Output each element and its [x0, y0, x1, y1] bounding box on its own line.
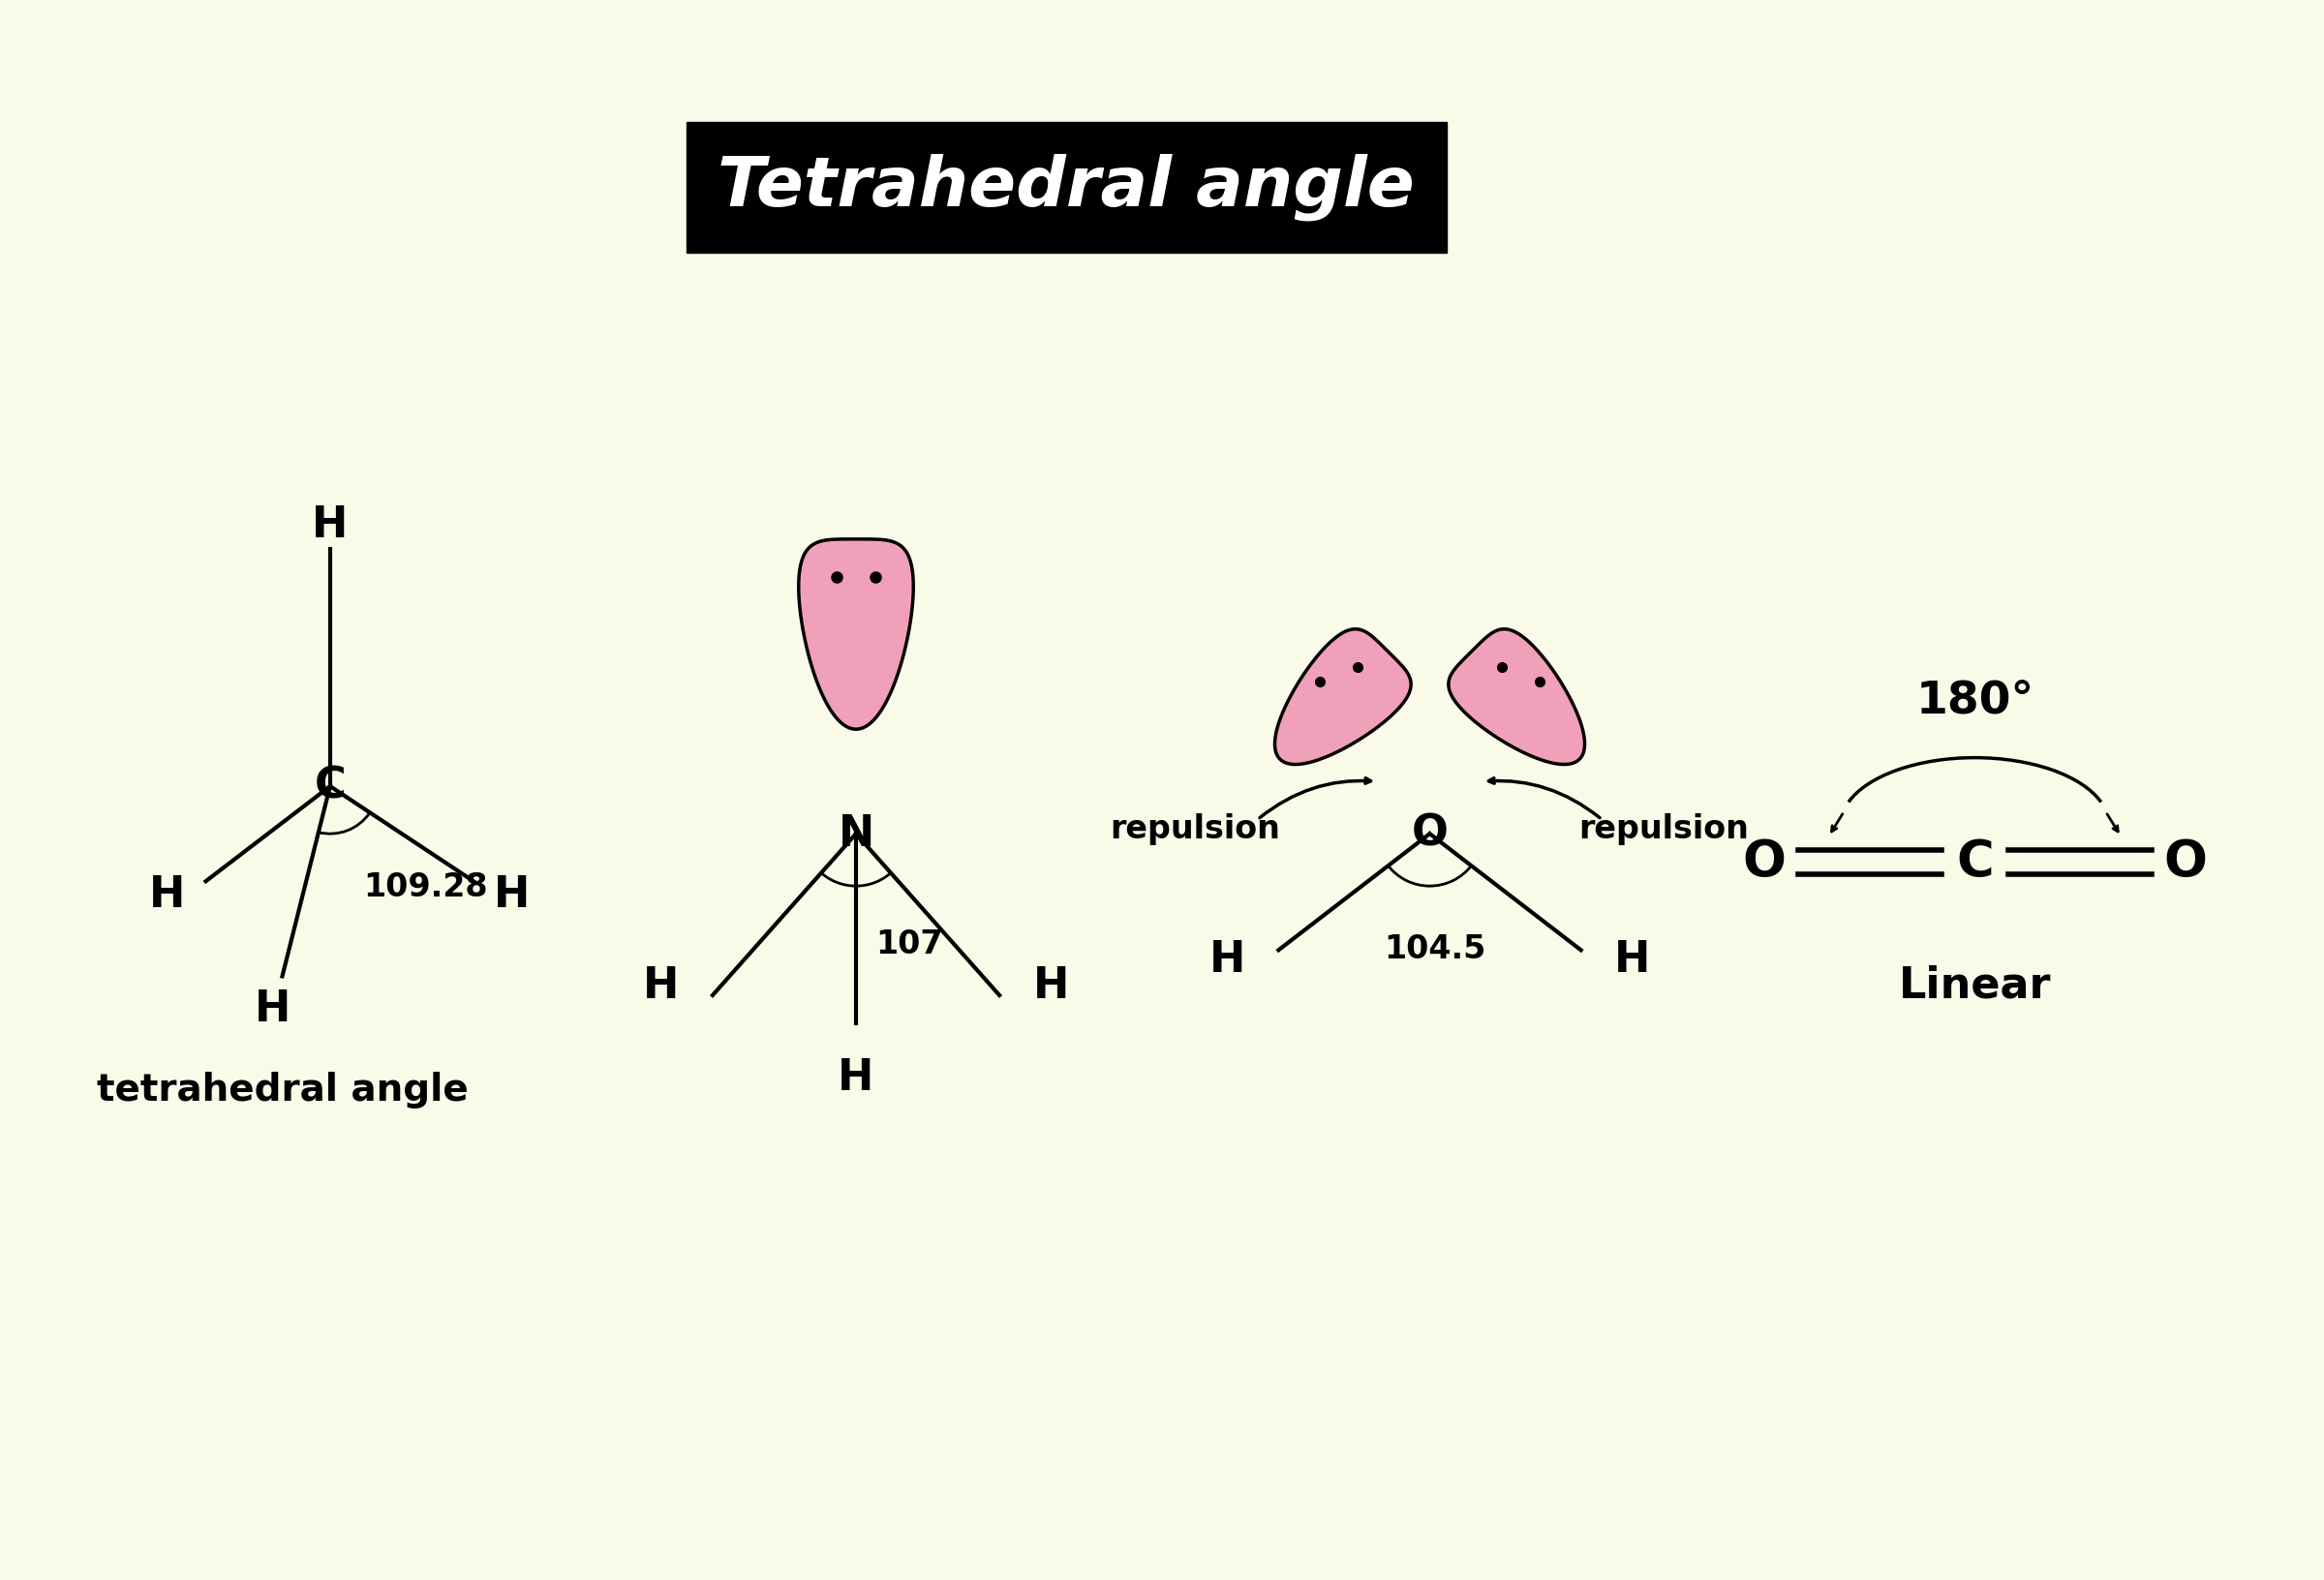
Text: repulsion: repulsion	[1578, 814, 1750, 845]
Text: H: H	[839, 1057, 874, 1098]
Text: H: H	[644, 965, 679, 1006]
Text: N: N	[839, 812, 874, 855]
Text: H: H	[1208, 939, 1246, 981]
Polygon shape	[799, 539, 913, 730]
Text: 109.28: 109.28	[363, 872, 488, 904]
Polygon shape	[1276, 629, 1411, 765]
Text: O: O	[1743, 837, 1787, 888]
Text: H: H	[256, 989, 290, 1030]
Polygon shape	[1448, 629, 1585, 765]
Text: 107: 107	[876, 929, 944, 961]
Text: O: O	[2164, 837, 2208, 888]
Text: Linear: Linear	[1899, 965, 2052, 1006]
Text: 180°: 180°	[1915, 679, 2034, 722]
Text: tetrahedral angle: tetrahedral angle	[98, 1071, 467, 1109]
Text: H: H	[493, 875, 530, 916]
Text: H: H	[311, 504, 349, 545]
Text: 104.5: 104.5	[1383, 934, 1485, 965]
Text: H: H	[149, 875, 186, 916]
Text: Tetrahedral angle: Tetrahedral angle	[718, 153, 1415, 221]
Text: H: H	[1615, 939, 1650, 981]
Text: H: H	[1032, 965, 1069, 1006]
Text: repulsion: repulsion	[1111, 814, 1281, 845]
Text: C: C	[314, 765, 346, 807]
Text: O: O	[1411, 812, 1448, 855]
Text: C: C	[1957, 837, 1994, 888]
